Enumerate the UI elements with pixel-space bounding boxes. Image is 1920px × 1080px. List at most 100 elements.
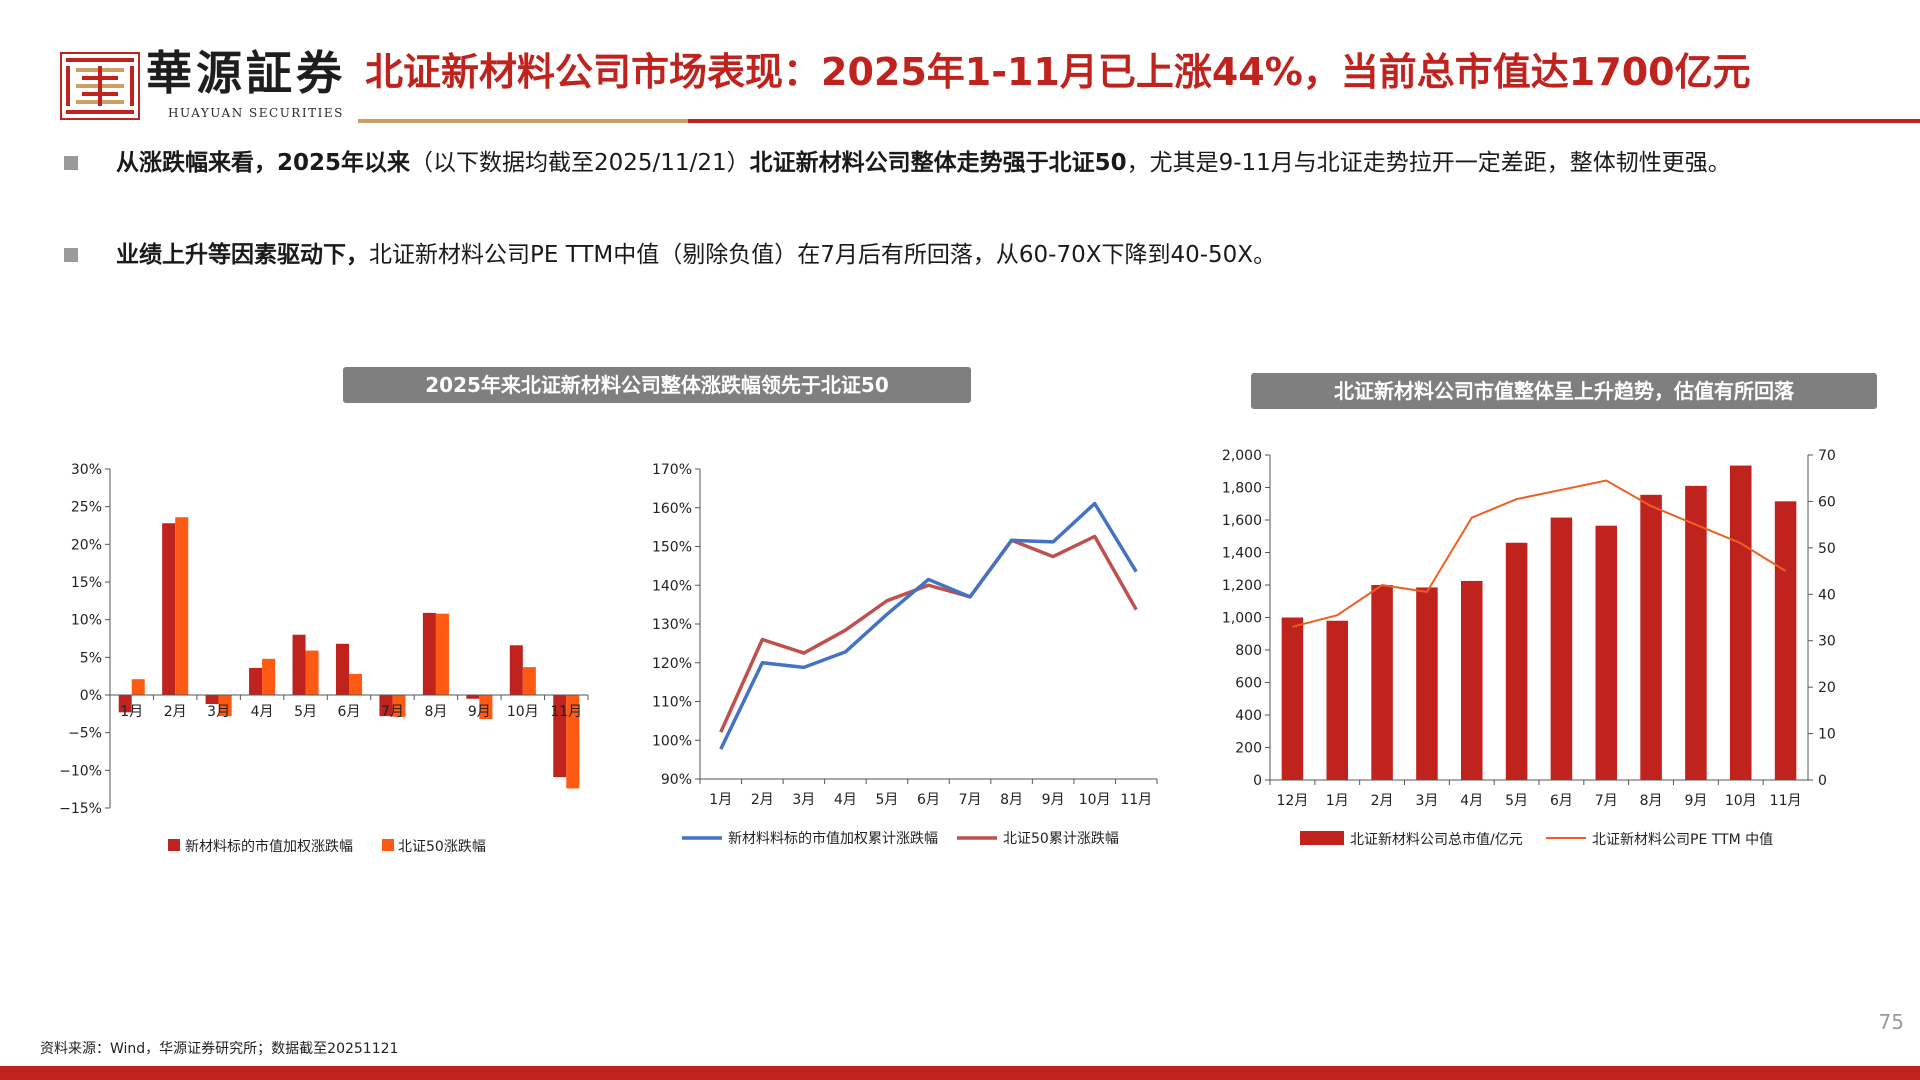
y-tick-label: 120% xyxy=(652,656,692,672)
y-left-tick-label: 800 xyxy=(1235,643,1262,659)
bar-series2 xyxy=(218,695,232,717)
y-right-tick-label: 20 xyxy=(1818,680,1836,696)
x-tick-label: 9月 xyxy=(1684,793,1707,809)
y-tick-label: 20% xyxy=(71,537,102,553)
y-left-tick-label: 1,200 xyxy=(1222,578,1262,594)
bar-market-cap xyxy=(1460,580,1483,780)
x-tick-label: 8月 xyxy=(424,704,447,720)
x-tick-label: 11月 xyxy=(1120,792,1152,808)
bar-market-cap xyxy=(1595,525,1618,780)
bar-series2 xyxy=(131,679,145,695)
bullet-marker-1 xyxy=(64,156,78,170)
bar-series1 xyxy=(292,634,306,695)
line-series1 xyxy=(719,501,1138,750)
legend-swatch-series2 xyxy=(382,839,394,851)
x-tick-label: 6月 xyxy=(1550,793,1573,809)
y-tick-label: 90% xyxy=(661,772,692,788)
y-left-tick-label: 1,000 xyxy=(1222,611,1262,627)
y-left-tick-label: 2,000 xyxy=(1222,448,1262,464)
y-tick-label: 150% xyxy=(652,540,692,556)
x-tick-label: 7月 xyxy=(959,792,982,808)
x-tick-label: 4月 xyxy=(251,704,274,720)
bar-series2 xyxy=(175,517,189,695)
y-tick-label: −10% xyxy=(59,763,102,779)
legend-label-series2: 北证50累计涨跌幅 xyxy=(1003,831,1119,847)
chart-header-right: 北证新材料公司市值整体呈上升趋势，估值有所回落 xyxy=(1251,373,1877,409)
x-tick-label: 7月 xyxy=(381,704,404,720)
bar-series2 xyxy=(566,695,580,789)
x-tick-label: 3月 xyxy=(1415,793,1438,809)
bar-series1 xyxy=(422,612,436,695)
y-left-tick-label: 1,400 xyxy=(1222,546,1262,562)
x-tick-label: 2月 xyxy=(751,792,774,808)
y-right-tick-label: 70 xyxy=(1818,448,1836,464)
title-rule-red xyxy=(688,119,1920,123)
y-right-tick-label: 10 xyxy=(1818,727,1836,743)
company-logo-icon xyxy=(60,52,140,120)
company-name-en: HUAYUAN SECURITIES xyxy=(168,106,344,120)
x-tick-label: 4月 xyxy=(834,792,857,808)
bar-series1 xyxy=(509,645,523,695)
y-tick-label: 170% xyxy=(652,462,692,478)
bar-series2 xyxy=(479,695,493,720)
bar-series1 xyxy=(379,695,393,717)
x-tick-label: 6月 xyxy=(917,792,940,808)
bar-series1 xyxy=(249,667,263,695)
bar-series1 xyxy=(162,523,176,695)
bar-series2 xyxy=(392,695,406,717)
x-tick-label: 3月 xyxy=(792,792,815,808)
y-right-tick-label: 60 xyxy=(1818,494,1836,510)
bar-market-cap xyxy=(1640,494,1662,780)
x-tick-label: 7月 xyxy=(1595,793,1618,809)
legend-label-series1: 新材料标的市值加权涨跌幅 xyxy=(185,838,353,855)
bullet-text-1: 从涨跌幅来看，2025年以来（以下数据均截至2025/11/21）北证新材料公司… xyxy=(116,150,1731,176)
x-tick-label: 5月 xyxy=(294,704,317,720)
bar-market-cap xyxy=(1505,542,1528,780)
y-tick-label: 130% xyxy=(652,617,692,633)
legend-label-series2: 北证新材料公司PE TTM 中值 xyxy=(1592,832,1773,848)
y-right-tick-label: 50 xyxy=(1818,541,1836,557)
chart-header-left: 2025年来北证新材料公司整体涨跌幅领先于北证50 xyxy=(343,367,971,403)
x-tick-label: 12月 xyxy=(1277,793,1309,809)
y-left-tick-label: 1,800 xyxy=(1222,481,1262,497)
x-tick-label: 11月 xyxy=(1770,793,1802,809)
y-left-tick-label: 1,600 xyxy=(1222,513,1262,529)
bar-series2 xyxy=(262,658,276,695)
legend-label-series1: 北证新材料公司总市值/亿元 xyxy=(1350,831,1523,848)
x-tick-label: 6月 xyxy=(338,704,361,720)
x-tick-label: 3月 xyxy=(207,704,230,720)
bar-series2 xyxy=(349,673,363,695)
monthly-return-bar-chart: 30% 25% 20% 15% 10% 5% 0% −5% −10% −15% 1月 2月 3月 4月 5月… xyxy=(59,462,589,855)
page-number: 75 xyxy=(1878,1010,1904,1034)
x-tick-label: 1月 xyxy=(120,704,143,720)
legend-label-series1: 新材料料标的市值加权累计涨跌幅 xyxy=(728,830,938,847)
bar-series1 xyxy=(118,695,132,713)
bar-market-cap xyxy=(1326,620,1349,780)
bar-market-cap xyxy=(1774,501,1797,780)
bar-market-cap xyxy=(1729,465,1752,780)
bullet-text-2: 业绩上升等因素驱动下，北证新材料公司PE TTM中值（剔除负值）在7月后有所回落… xyxy=(116,242,1277,268)
footer-bar xyxy=(0,1066,1920,1080)
bar-series2 xyxy=(305,650,319,695)
legend-swatch-series1 xyxy=(1300,831,1344,845)
company-name: 華源証券 xyxy=(146,46,346,100)
y-tick-label: 10% xyxy=(71,613,102,629)
x-tick-label: 2月 xyxy=(164,704,187,720)
bar-market-cap xyxy=(1550,517,1573,780)
y-tick-label: −5% xyxy=(68,726,102,742)
x-tick-label: 9月 xyxy=(1042,792,1065,808)
x-tick-label: 8月 xyxy=(1640,793,1663,809)
bar-series1 xyxy=(335,643,349,695)
title-rule-gold xyxy=(358,119,688,123)
line-series2 xyxy=(719,534,1138,733)
bullet-marker-2 xyxy=(64,248,78,262)
y-right-tick-label: 40 xyxy=(1818,587,1836,603)
y-left-tick-label: 0 xyxy=(1253,773,1262,789)
page-title: 北证新材料公司市场表现：2025年1-11月已上涨44%，当前总市值达1700亿… xyxy=(365,50,1751,94)
x-tick-label: 4月 xyxy=(1460,793,1483,809)
x-tick-label: 1月 xyxy=(1326,793,1349,809)
source-note: 资料来源：Wind，华源证券研究所；数据截至20251121 xyxy=(40,1041,399,1057)
bar-market-cap xyxy=(1281,617,1304,780)
bar-series2 xyxy=(435,613,449,695)
y-tick-label: 160% xyxy=(652,501,692,517)
